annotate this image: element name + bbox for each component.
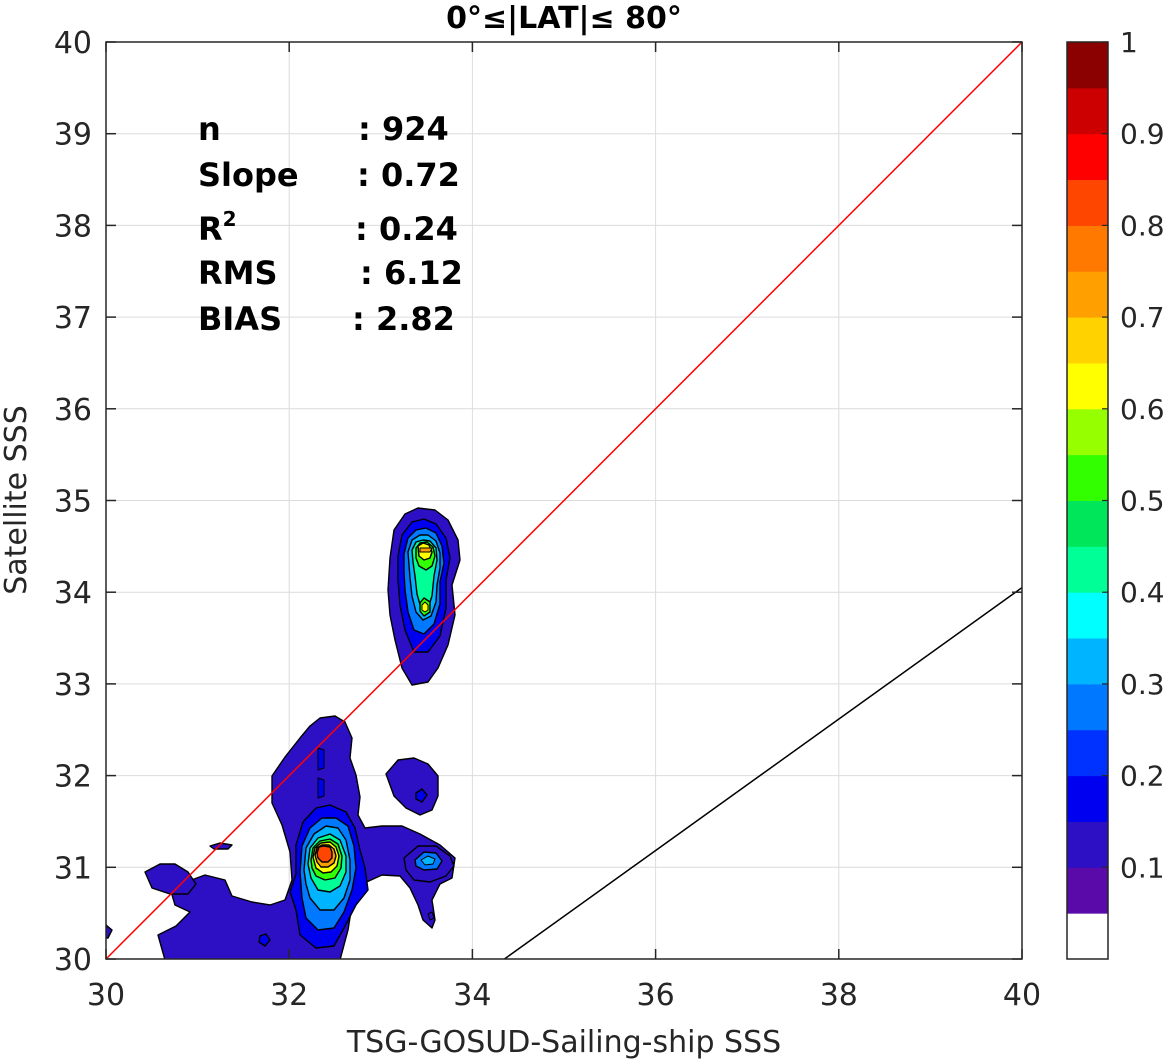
colorbar-segment-7 <box>1067 592 1108 639</box>
regression-line <box>504 587 1022 959</box>
colorbar-segment-18 <box>1067 87 1108 135</box>
colorbar-label-5: 0.5 <box>1120 485 1165 518</box>
colorbar-label-8: 0.2 <box>1120 760 1165 793</box>
colorbar-segment-15 <box>1067 225 1108 272</box>
colorbar-segment-2 <box>1067 821 1108 868</box>
x-tick-label-1: 32 <box>270 978 308 1013</box>
colorbar-segment-12 <box>1067 362 1108 410</box>
stat-key-4: BIAS <box>198 300 282 338</box>
x-tick-label-4: 38 <box>820 978 858 1013</box>
y-tick-label-1: 31 <box>54 851 92 886</box>
y-tick-label-5: 35 <box>54 485 92 520</box>
colorbar-segment-13 <box>1067 317 1108 364</box>
colorbar-segment-4 <box>1067 729 1108 777</box>
colorbar-segment-6 <box>1067 638 1108 685</box>
colorbar-segment-8 <box>1067 546 1108 593</box>
y-tick-label-3: 33 <box>54 668 92 703</box>
colorbar-segment-10 <box>1067 454 1108 501</box>
reference-lines <box>106 42 1022 959</box>
density-cluster-main <box>106 715 456 959</box>
y-tick-label-0: 30 <box>54 943 92 978</box>
chart-title: 0°≤|LAT|≤ 80° <box>446 1 682 36</box>
stat-value-0: : 924 <box>358 110 449 148</box>
colorbar-segment-16 <box>1067 179 1108 226</box>
y-axis-label: Satellite SSS <box>0 405 34 595</box>
colorbar-label-3: 0.7 <box>1120 301 1165 334</box>
stat-value-4: : 2.82 <box>352 300 455 338</box>
one-to-one-line <box>106 42 1022 959</box>
stat-key-3: RMS <box>198 254 278 292</box>
y-tick-label-2: 32 <box>54 760 92 795</box>
y-tick-label-7: 37 <box>54 301 92 336</box>
stat-value-1: : 0.72 <box>357 156 460 194</box>
stat-key-0: n <box>198 110 221 148</box>
colorbar-segment-0 <box>1067 913 1108 960</box>
colorbar-segment-14 <box>1067 271 1108 318</box>
colorbar-segment-9 <box>1067 500 1108 547</box>
x-tick-label-3: 36 <box>637 978 675 1013</box>
y-tick-label-6: 36 <box>54 393 92 428</box>
y-tick-label-10: 40 <box>54 26 92 61</box>
y-tick-label-8: 38 <box>54 209 92 244</box>
stat-key-1: Slope <box>198 156 299 194</box>
density-contours <box>106 507 461 959</box>
stat-value-2: : 0.24 <box>355 210 458 248</box>
colorbar-label-7: 0.3 <box>1120 668 1165 701</box>
stat-value-3: : 6.12 <box>360 254 463 292</box>
x-tick-label-2: 34 <box>453 978 491 1013</box>
x-tick-label-5: 40 <box>1003 978 1041 1013</box>
colorbar-segment-1 <box>1067 867 1108 914</box>
colorbar-segment-11 <box>1067 408 1108 456</box>
colorbar-segment-3 <box>1067 775 1108 822</box>
x-axis-label: TSG-GOSUD-Sailing-ship SSS <box>346 1025 781 1060</box>
colorbar-label-2: 0.8 <box>1120 209 1165 242</box>
colorbar-segment-5 <box>1067 683 1108 731</box>
y-tick-label-9: 39 <box>54 118 92 153</box>
x-tick-label-0: 30 <box>87 978 125 1013</box>
colorbar-segment-19 <box>1067 42 1108 89</box>
colorbar-label-4: 0.6 <box>1120 393 1165 426</box>
colorbar-label-0: 1 <box>1120 26 1138 59</box>
colorbar-segment-17 <box>1067 133 1108 181</box>
density-cluster-upper <box>387 507 461 686</box>
colorbar-label-9: 0.1 <box>1120 851 1165 884</box>
density-cluster-small <box>385 757 455 921</box>
colorbar-label-1: 0.9 <box>1120 118 1165 151</box>
y-tick-label-4: 34 <box>54 576 92 611</box>
grid-lines <box>106 42 1022 959</box>
colorbar: 1 0.9 0.8 0.7 0.6 0.5 0.4 0.3 0.2 0.1 <box>1066 26 1165 960</box>
axis-ticks: 30 32 34 36 38 40 30 31 32 33 34 35 36 37 38 39 40 <box>54 26 1041 1013</box>
colorbar-label-6: 0.4 <box>1120 576 1165 609</box>
